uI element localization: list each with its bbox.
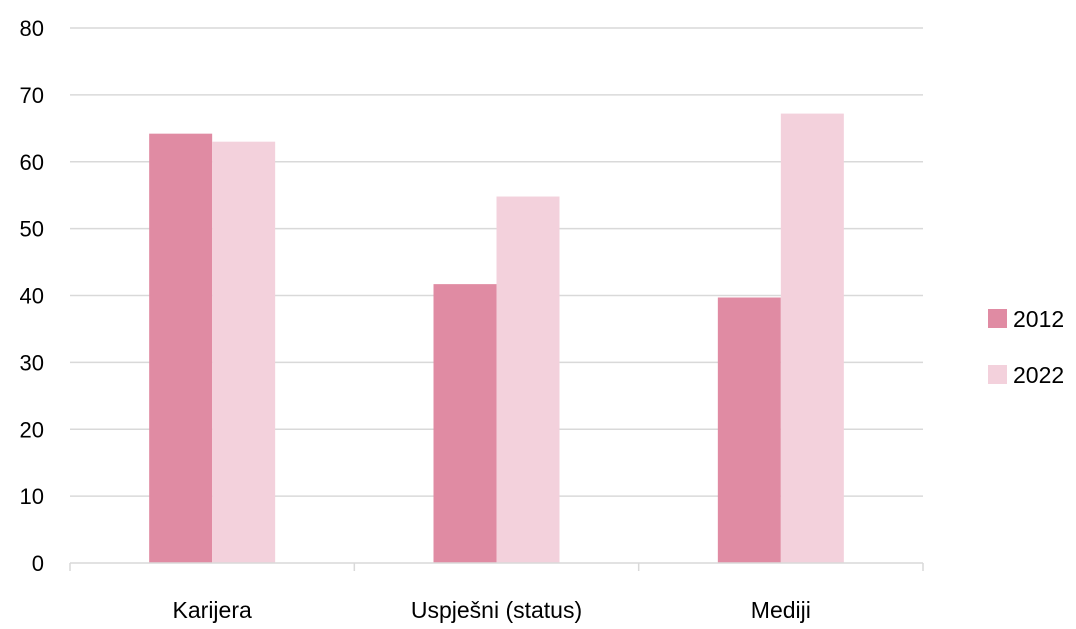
bar-2012-1 <box>433 284 497 563</box>
bar-2022-1 <box>496 196 560 563</box>
x-axis-category-labels: Karijera Uspješni (status) Mediji <box>173 597 811 623</box>
bars <box>149 113 844 563</box>
y-tick-label: 30 <box>20 350 44 375</box>
legend-swatch-2022 <box>988 365 1007 384</box>
legend-swatch-2012 <box>988 309 1007 328</box>
x-axis <box>69 562 924 571</box>
x-category-label: Uspješni (status) <box>411 597 582 623</box>
legend: 2012 2022 <box>988 306 1064 388</box>
y-tick-label: 50 <box>20 217 44 242</box>
y-tick-label: 20 <box>20 417 44 442</box>
bar-2012-2 <box>717 297 781 563</box>
y-tick-label: 40 <box>20 284 44 309</box>
y-tick-label: 80 <box>20 16 44 41</box>
y-axis-tick-labels: 0 10 20 30 40 50 60 70 80 <box>20 16 44 576</box>
legend-label-2012: 2012 <box>1013 306 1064 332</box>
bar-2012-0 <box>149 133 213 563</box>
bar-2022-0 <box>212 141 276 563</box>
legend-label-2022: 2022 <box>1013 362 1064 388</box>
y-tick-label: 0 <box>32 551 44 576</box>
x-category-label: Karijera <box>173 597 252 623</box>
y-tick-label: 10 <box>20 484 44 509</box>
y-tick-label: 70 <box>20 83 44 108</box>
y-tick-label: 60 <box>20 150 44 175</box>
x-category-label: Mediji <box>751 597 811 623</box>
bar-2022-2 <box>780 113 844 563</box>
